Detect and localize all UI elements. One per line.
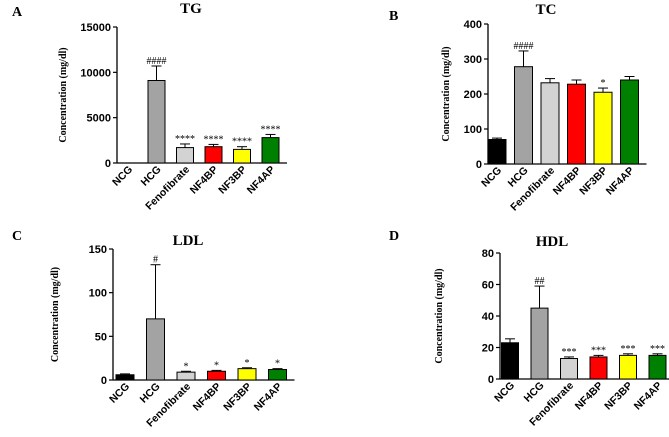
x-tick-label: NF3BP <box>216 164 249 197</box>
bar-nf3bp <box>619 354 637 380</box>
bar-nf4ap <box>620 79 639 165</box>
bar-fenofibrate <box>176 371 196 381</box>
bar-nf4ap <box>261 137 280 164</box>
y-tick-label: 0 <box>101 375 107 387</box>
significance-label: * <box>601 78 606 89</box>
bar-nf3bp <box>593 91 613 165</box>
significance-label: # <box>153 255 158 266</box>
bar-hcg <box>514 66 533 165</box>
significance-label: **** <box>232 137 252 148</box>
y-tick-label: 0 <box>476 159 482 171</box>
y-axis-label: Concentration (mg/dl) <box>434 268 445 363</box>
significance-label: ## <box>535 276 545 287</box>
x-tick-label: NCG <box>479 165 504 190</box>
bar-ncg <box>487 139 507 165</box>
x-tick-label: NCG <box>107 381 132 406</box>
chart-panel-tg: A TG Concentration (mg/dl) 0 5000 10000 15000 N… <box>12 1 287 213</box>
y-tick-label: 80 <box>482 248 494 260</box>
significance-label: *** <box>650 344 665 355</box>
y-tick-label: 100 <box>89 288 107 300</box>
x-tick-label: NF3BP <box>577 165 610 198</box>
bar-nf4ap <box>268 369 287 381</box>
bar-nf4bp <box>589 356 608 380</box>
significance-label: *** <box>621 344 636 355</box>
chart-title: TC <box>536 2 557 18</box>
y-tick-label: 50 <box>95 331 107 343</box>
panel-label: B <box>389 9 398 24</box>
x-tick-label: NF4BP <box>551 165 584 198</box>
significance-label: *** <box>591 345 606 356</box>
y-tick-label: 15000 <box>80 22 111 34</box>
chart-title: HDL <box>536 234 569 250</box>
x-tick-label: NF4BP <box>573 380 606 413</box>
chart-panel-ldl: C LDL Concentration (mg/dl) 0 50 100 150 NCG # HC… <box>12 229 295 430</box>
x-tick-label: NF4AP <box>632 380 665 413</box>
significance-label: * <box>184 361 189 372</box>
y-tick-label: 0 <box>488 374 494 386</box>
x-tick-label: NF3BP <box>602 380 635 413</box>
y-axis-label: Concentration (mg/dl) <box>58 47 69 142</box>
y-tick-label: 60 <box>482 280 494 292</box>
x-tick-label: NF4AP <box>604 165 637 198</box>
bar-fenofibrate <box>540 82 560 165</box>
panel-label: C <box>12 229 22 244</box>
significance-label: #### <box>514 41 534 52</box>
y-tick-label: 20 <box>482 343 494 355</box>
y-tick-label: 0 <box>105 158 111 170</box>
x-tick-label: HCG <box>522 380 547 405</box>
y-tick-label: 40 <box>482 311 494 323</box>
x-tick-label: NF4AP <box>245 164 278 197</box>
x-tick-label: NCG <box>492 380 517 405</box>
y-axis-label: Concentration (mg/dl) <box>50 267 61 362</box>
x-tick-label: HCG <box>138 381 163 406</box>
y-axis-label: Concentration (mg/dl) <box>441 46 452 141</box>
significance-label: **** <box>204 134 224 145</box>
y-tick-label: 200 <box>464 89 482 101</box>
y-tick-label: 300 <box>464 54 482 66</box>
x-tick-label: NF4BP <box>191 381 224 414</box>
y-tick-label: 100 <box>464 124 482 136</box>
bar-fenofibrate <box>176 147 194 164</box>
x-tick-label: NF3BP <box>221 381 254 414</box>
bar-hcg <box>146 318 165 381</box>
bar-nf4ap <box>648 354 667 380</box>
bar-hcg <box>147 79 166 164</box>
y-tick-label: 400 <box>464 19 482 31</box>
significance-label: * <box>214 360 219 371</box>
bar-ncg <box>501 342 519 380</box>
bar-ncg <box>115 374 135 381</box>
x-tick-label: NF4AP <box>252 381 285 414</box>
chart-title: TG <box>180 1 202 17</box>
chart-panel-hdl: D HDL Concentration (mg/dl) 0 20 40 60 80 NCG ## H… <box>389 229 669 429</box>
x-tick-label: NCG <box>110 164 135 189</box>
panel-label: A <box>12 5 23 20</box>
bar-nf3bp <box>237 368 257 381</box>
x-tick-label: HCG <box>139 164 164 189</box>
panel-label: D <box>389 229 399 244</box>
bar-nf3bp <box>233 148 251 164</box>
y-tick-label: 150 <box>89 244 107 256</box>
x-tick-label: NF4BP <box>188 164 221 197</box>
significance-label: *** <box>562 347 577 358</box>
bar-nf4bp <box>207 370 226 381</box>
significance-label: #### <box>147 56 167 67</box>
bar-fenofibrate <box>560 358 578 380</box>
bar-nf4bp <box>204 146 223 164</box>
bar-hcg <box>530 307 549 380</box>
significance-label: **** <box>175 134 195 145</box>
y-tick-label: 10000 <box>80 67 111 79</box>
significance-label: **** <box>261 124 281 135</box>
bar-nf4bp <box>567 83 586 165</box>
significance-label: * <box>275 359 280 370</box>
chart-title: LDL <box>173 233 204 249</box>
y-tick-label: 5000 <box>87 113 111 125</box>
chart-panel-tc: B TC Concentration (mg/dl) 0 100 200 300 400 NCG… <box>389 2 647 214</box>
significance-label: * <box>245 358 250 369</box>
